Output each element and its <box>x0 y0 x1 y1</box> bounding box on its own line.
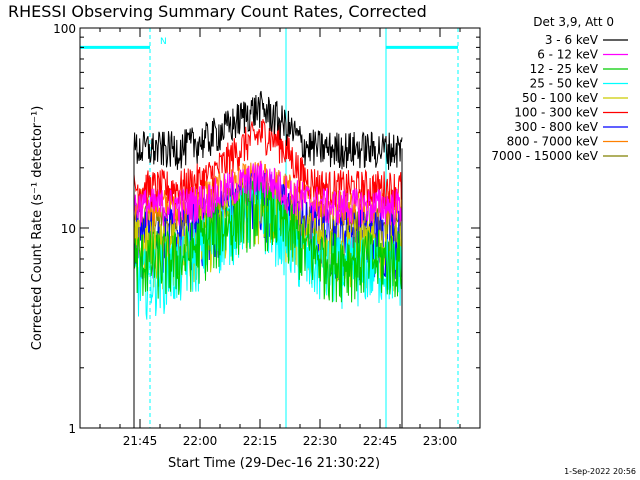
legend-label: 300 - 800 keV <box>514 120 598 134</box>
series-line <box>133 176 403 303</box>
chart-title: RHESSI Observing Summary Count Rates, Co… <box>8 2 427 21</box>
x-axis-ticks: 21:45 22:00 22:15 22:30 22:45 23:00 <box>99 28 461 448</box>
x-tick-label: 22:15 <box>243 434 278 448</box>
y-axis-label: Corrected Count Rate (s⁻¹ detector⁻¹) <box>30 106 45 351</box>
y-tick-label: 10 <box>61 222 76 236</box>
y-axis-ticks: 1 10 100 <box>53 22 480 436</box>
series-line <box>133 119 403 209</box>
legend-label: 50 - 100 keV <box>522 91 599 105</box>
plot-data-layer <box>79 28 459 428</box>
legend-label: 12 - 25 keV <box>530 62 599 76</box>
legend-label: 3 - 6 keV <box>545 33 599 47</box>
x-tick-label: 23:00 <box>423 434 458 448</box>
x-tick-label: 22:30 <box>303 434 338 448</box>
legend-label: 7000 - 15000 keV <box>491 149 598 163</box>
x-tick-label: 22:00 <box>183 434 218 448</box>
legend-title: Det 3,9, Att 0 <box>533 15 614 29</box>
x-tick-label: 22:45 <box>363 434 398 448</box>
legend-label: 800 - 7000 keV <box>507 135 599 149</box>
series-line <box>133 161 403 227</box>
series-line <box>133 90 403 170</box>
x-tick-label: 21:45 <box>123 434 158 448</box>
timestamp: 1-Sep-2022 20:56 <box>564 467 636 476</box>
night-annotation-n: N <box>160 37 167 47</box>
legend-label: 100 - 300 keV <box>514 106 598 120</box>
y-tick-label: 100 <box>53 22 76 36</box>
legend-label: 25 - 50 keV <box>530 77 599 91</box>
legend-label: 6 - 12 keV <box>537 48 599 62</box>
x-axis-label: Start Time (29-Dec-16 21:30:22) <box>168 456 380 471</box>
y-tick-label: 1 <box>68 422 76 436</box>
